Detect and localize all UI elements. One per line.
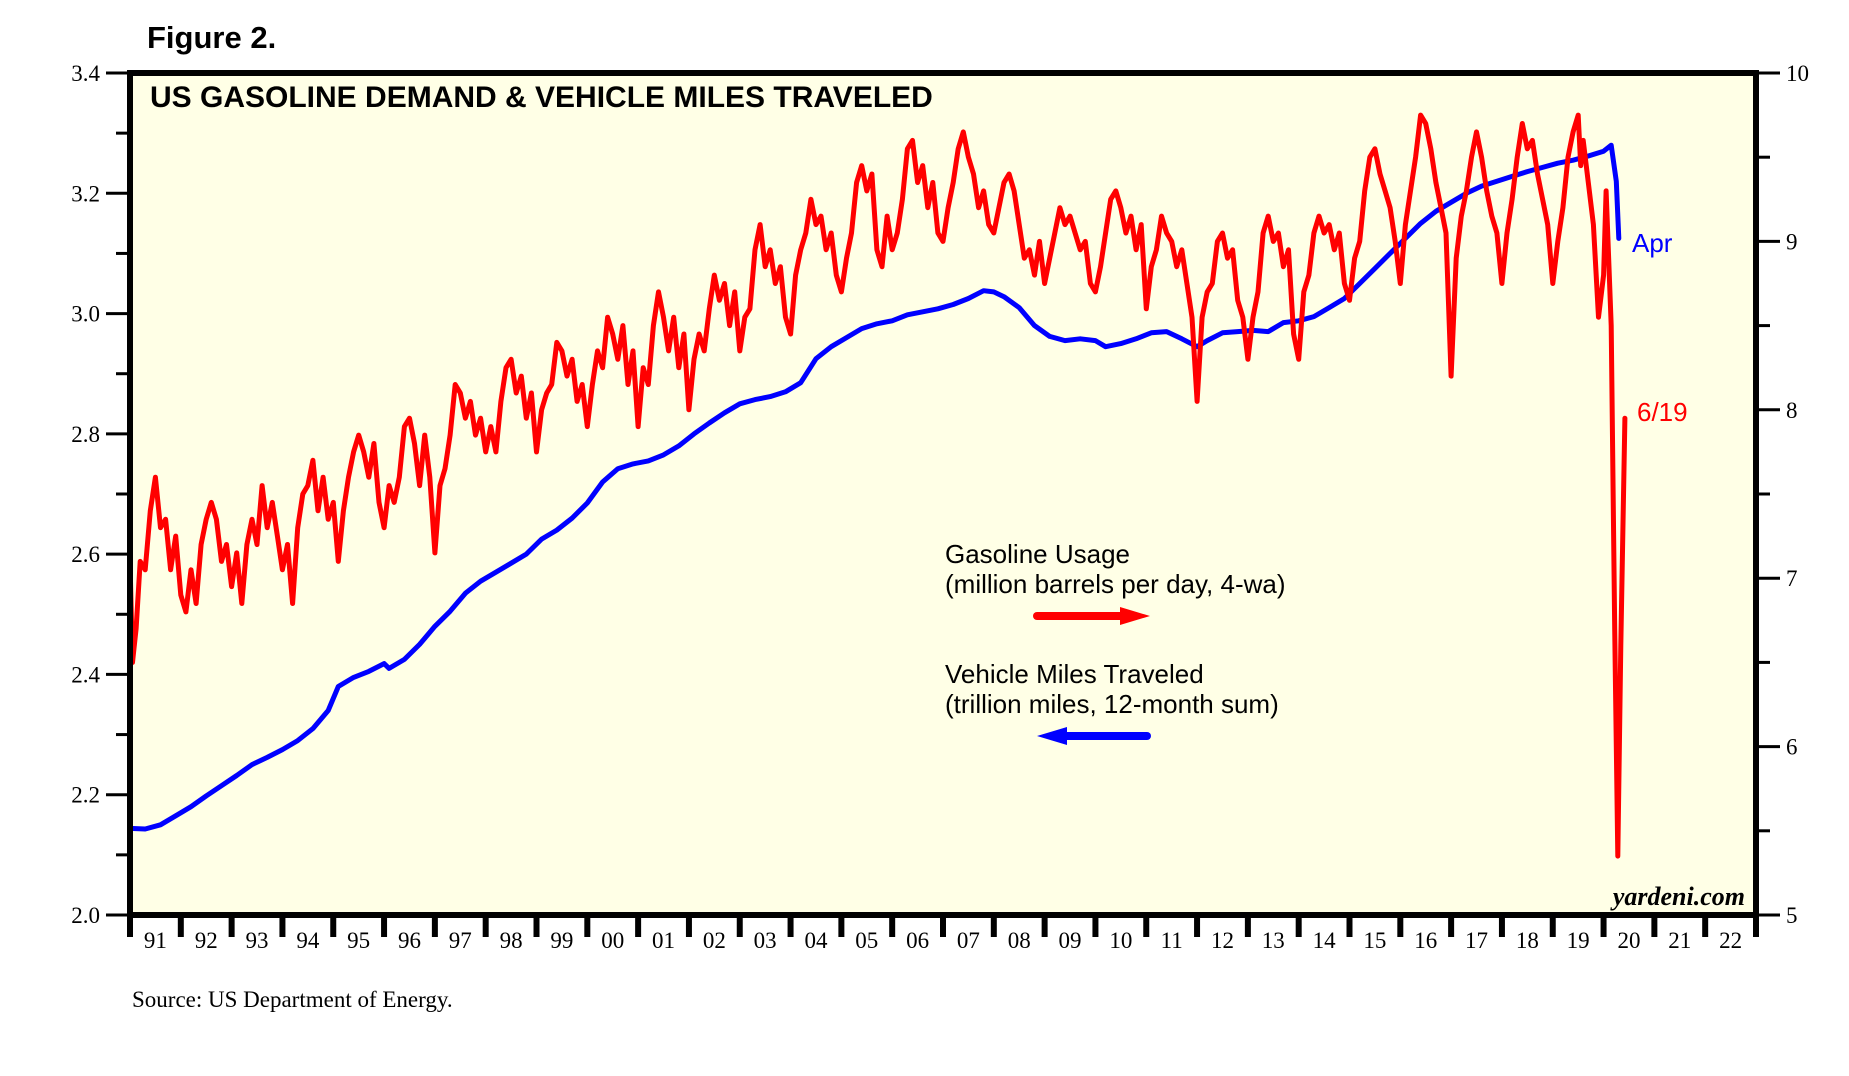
x-tick-label: 16 <box>1414 928 1437 953</box>
right-tick-label: 5 <box>1786 903 1798 928</box>
plot-background <box>130 73 1756 915</box>
legend-vmt-arrow-icon <box>1037 727 1151 745</box>
x-tick-label: 11 <box>1161 928 1183 953</box>
x-tick-label: 99 <box>550 928 573 953</box>
annotation-apr: Apr <box>1632 228 1673 258</box>
x-tick-label: 07 <box>957 928 980 953</box>
x-tick-label: 02 <box>703 928 726 953</box>
x-tick-label: 19 <box>1567 928 1590 953</box>
x-tick-label: 00 <box>601 928 624 953</box>
legend-gasoline-label: Gasoline Usage <box>945 539 1130 569</box>
legend-gasoline-detail: (million barrels per day, 4-wa) <box>945 569 1286 599</box>
x-tick-label: 20 <box>1617 928 1640 953</box>
chart-title: US GASOLINE DEMAND & VEHICLE MILES TRAVE… <box>150 81 933 114</box>
legend-vmt-label: Vehicle Miles Traveled <box>945 659 1204 689</box>
left-tick-label: 3.4 <box>71 61 100 86</box>
right-tick-label: 10 <box>1786 61 1809 86</box>
x-tick-label: 21 <box>1668 928 1691 953</box>
x-tick-label: 22 <box>1719 928 1742 953</box>
x-tick-label: 03 <box>754 928 777 953</box>
left-tick-label: 2.6 <box>71 542 100 567</box>
x-tick-label: 97 <box>449 928 472 953</box>
legend: Gasoline Usage (million barrels per day,… <box>945 539 1286 745</box>
x-tick-label: 05 <box>855 928 878 953</box>
right-tick-label: 9 <box>1786 229 1798 254</box>
x-tick-label: 04 <box>804 928 828 953</box>
x-tick-label: 91 <box>144 928 167 953</box>
x-tick-label: 12 <box>1211 928 1234 953</box>
x-tick-label: 08 <box>1008 928 1031 953</box>
x-tick-label: 18 <box>1516 928 1539 953</box>
x-tick-label: 17 <box>1465 928 1488 953</box>
x-tick-label: 09 <box>1059 928 1082 953</box>
x-tick-label: 92 <box>195 928 218 953</box>
left-tick-label: 2.4 <box>71 662 100 687</box>
source-note: Source: US Department of Energy. <box>132 987 453 1012</box>
left-axis: 2.0 2.2 2.4 2.6 2.8 3.0 3.2 3.4 <box>71 61 130 928</box>
x-tick-label: 95 <box>347 928 370 953</box>
series-layer <box>127 112 1628 859</box>
x-tick-label: 98 <box>500 928 523 953</box>
x-tick-label: 96 <box>398 928 421 953</box>
vmt-series-line <box>127 142 1622 832</box>
left-tick-label: 2.8 <box>71 422 100 447</box>
x-axis: 91 92 93 94 95 96 97 98 99 00 01 02 03 04 05 06 07 08 09 10… <box>127 915 1759 953</box>
x-tick-label: 06 <box>906 928 929 953</box>
left-tick-label: 2.2 <box>71 783 100 808</box>
right-tick-label: 6 <box>1786 735 1798 760</box>
right-tick-label: 8 <box>1786 398 1798 423</box>
right-axis: 5 6 7 8 9 10 <box>1756 61 1809 928</box>
right-tick-label: 7 <box>1786 566 1798 591</box>
x-tick-label: 93 <box>246 928 269 953</box>
x-tick-label: 14 <box>1313 928 1337 953</box>
figure-label: Figure 2. <box>147 20 277 55</box>
left-tick-label: 3.2 <box>71 181 100 206</box>
x-tick-label: 15 <box>1363 928 1386 953</box>
x-tick-label: 01 <box>652 928 675 953</box>
x-tick-label: 94 <box>296 928 320 953</box>
x-tick-label: 10 <box>1109 928 1132 953</box>
annotation-6-19: 6/19 <box>1637 397 1688 427</box>
left-tick-label: 2.0 <box>71 903 100 928</box>
watermark: yardeni.com <box>1610 882 1745 911</box>
left-tick-label: 3.0 <box>71 302 100 327</box>
gasoline-series-line <box>127 112 1628 859</box>
x-tick-label: 13 <box>1262 928 1285 953</box>
legend-vmt-detail: (trillion miles, 12-month sum) <box>945 689 1279 719</box>
legend-gasoline-arrow-icon <box>1033 607 1150 625</box>
